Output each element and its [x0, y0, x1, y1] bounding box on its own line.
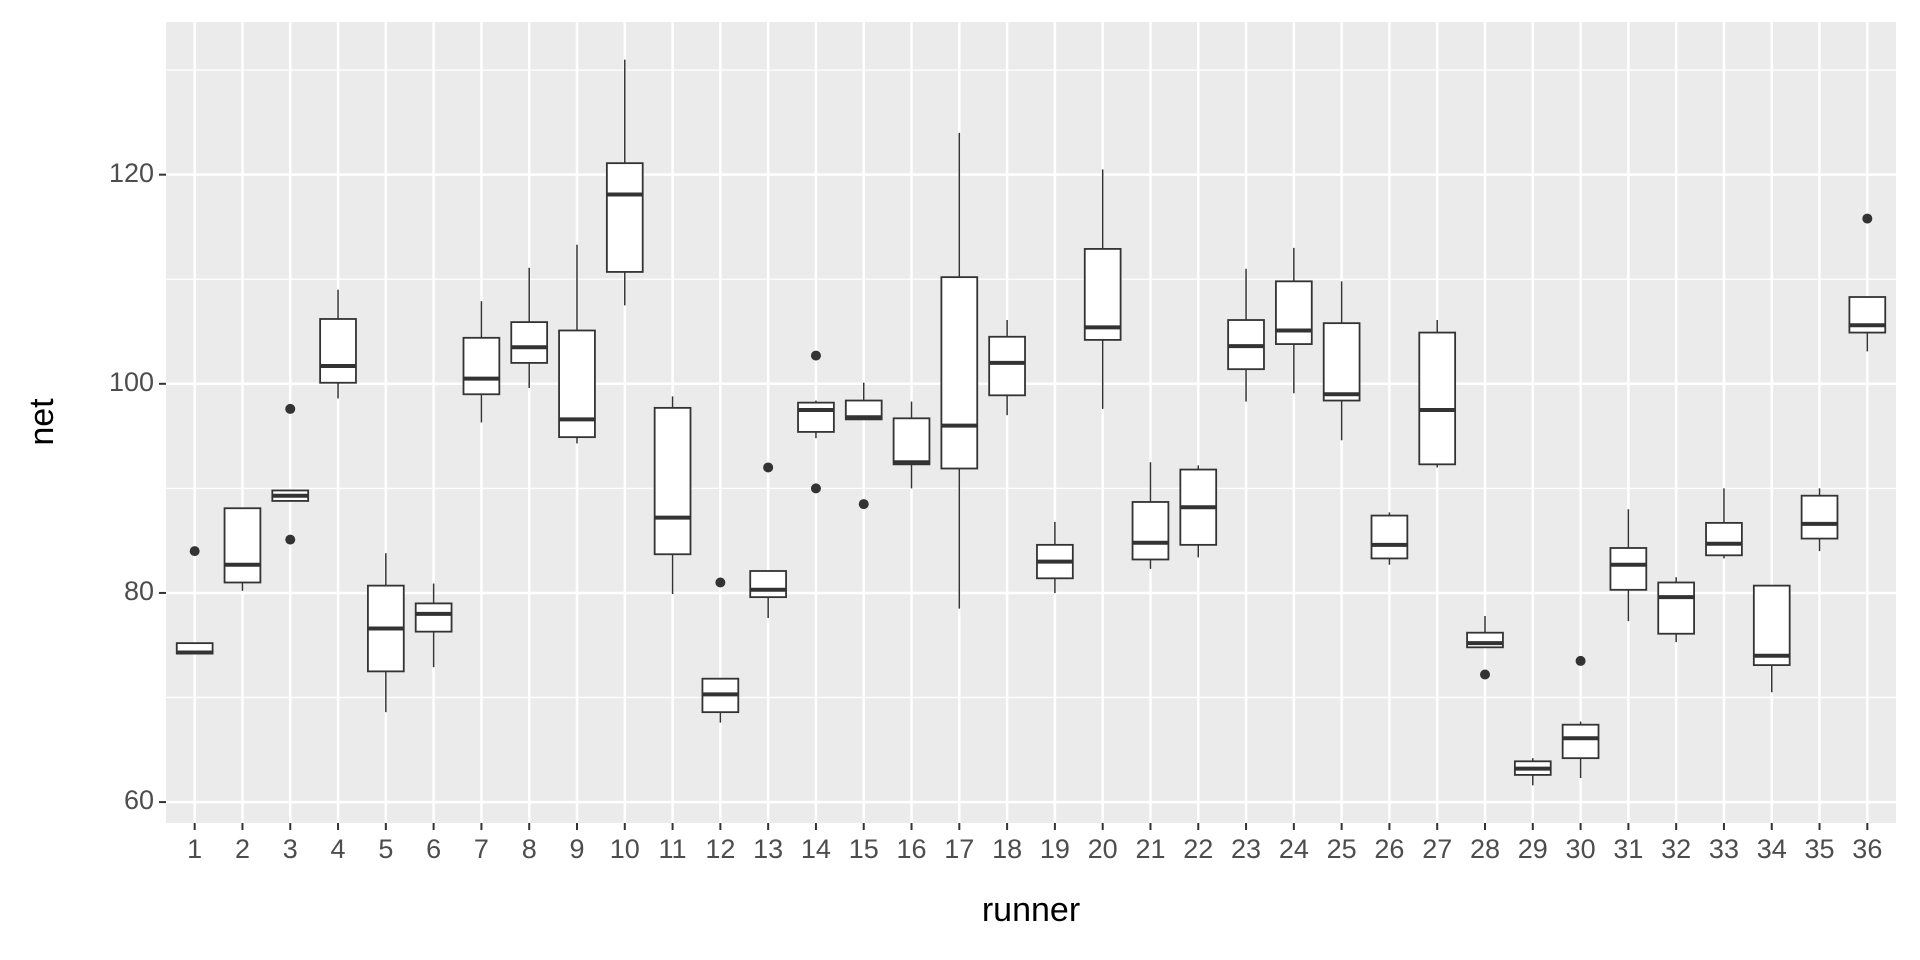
y-tick-label: 60: [124, 785, 154, 815]
x-tick-label: 16: [897, 834, 927, 864]
outlier: [810, 350, 821, 361]
outlier: [1575, 655, 1586, 666]
box: [749, 570, 787, 599]
x-tick-label: 20: [1088, 834, 1118, 864]
box: [1609, 547, 1648, 591]
x-tick-label: 35: [1805, 834, 1835, 864]
x-tick-label: 28: [1470, 834, 1500, 864]
panel: [166, 22, 1896, 823]
box: [892, 417, 931, 466]
x-tick-label: 8: [522, 834, 537, 864]
box: [462, 336, 501, 396]
x-tick-label: 3: [283, 834, 298, 864]
box: [510, 321, 549, 364]
x-tick-label: 34: [1757, 834, 1787, 864]
x-tick-label: 14: [801, 834, 831, 864]
box: [1275, 280, 1313, 345]
box: [1418, 331, 1457, 466]
outlier: [810, 483, 821, 494]
box: [797, 401, 835, 433]
outlier: [858, 499, 869, 510]
y-tick-label: 80: [124, 576, 154, 606]
box: [844, 399, 883, 421]
box: [223, 507, 262, 584]
box: [1752, 584, 1791, 667]
box: [319, 318, 357, 384]
x-tick-label: 27: [1422, 834, 1452, 864]
box: [414, 602, 453, 633]
x-tick-label: 1: [187, 834, 202, 864]
outlier: [189, 546, 200, 557]
x-tick-label: 4: [331, 834, 346, 864]
x-tick-label: 15: [849, 834, 879, 864]
y-axis-title: net: [23, 398, 61, 446]
box: [1705, 521, 1743, 557]
x-tick-label: 13: [753, 834, 783, 864]
outlier: [285, 403, 296, 414]
x-tick-label: 33: [1709, 834, 1739, 864]
x-tick-label: 36: [1852, 834, 1882, 864]
box: [988, 335, 1026, 397]
x-tick-label: 32: [1661, 834, 1691, 864]
x-tick-label: 19: [1040, 834, 1070, 864]
box: [1083, 248, 1122, 341]
box: [1131, 501, 1170, 561]
outlier: [1862, 213, 1873, 224]
outlier: [285, 534, 296, 545]
box: [1370, 514, 1409, 560]
box: [1800, 494, 1839, 540]
x-axis-title: runner: [982, 891, 1080, 929]
x-tick-label: 6: [426, 834, 441, 864]
x-tick-label: 30: [1566, 834, 1596, 864]
box: [653, 406, 692, 556]
x-tick-label: 24: [1279, 834, 1309, 864]
box: [1657, 581, 1695, 635]
x-tick-label: 31: [1613, 834, 1643, 864]
x-tick-label: 22: [1183, 834, 1213, 864]
box: [1561, 723, 1600, 760]
outlier: [715, 577, 726, 588]
y-tick-label: 100: [109, 367, 154, 397]
outlier: [763, 462, 774, 473]
outlier: [1480, 669, 1491, 680]
box: [1322, 322, 1361, 402]
box: [605, 162, 644, 273]
x-tick-label: 12: [705, 834, 735, 864]
box: [940, 276, 979, 470]
x-tick-label: 21: [1135, 834, 1165, 864]
x-tick-label: 11: [659, 834, 687, 864]
x-tick-label: 5: [378, 834, 393, 864]
x-tick-label: 10: [610, 834, 640, 864]
x-tick-label: 26: [1374, 834, 1404, 864]
x-tick-label: 2: [235, 834, 250, 864]
x-tick-label: 7: [474, 834, 489, 864]
x-tick-label: 9: [569, 834, 584, 864]
x-tick-label: 17: [944, 834, 974, 864]
x-tick-label: 29: [1518, 834, 1548, 864]
x-tick-label: 18: [992, 834, 1022, 864]
y-tick-label: 120: [109, 158, 154, 188]
x-tick-label: 25: [1327, 834, 1357, 864]
x-tick-label: 23: [1231, 834, 1261, 864]
